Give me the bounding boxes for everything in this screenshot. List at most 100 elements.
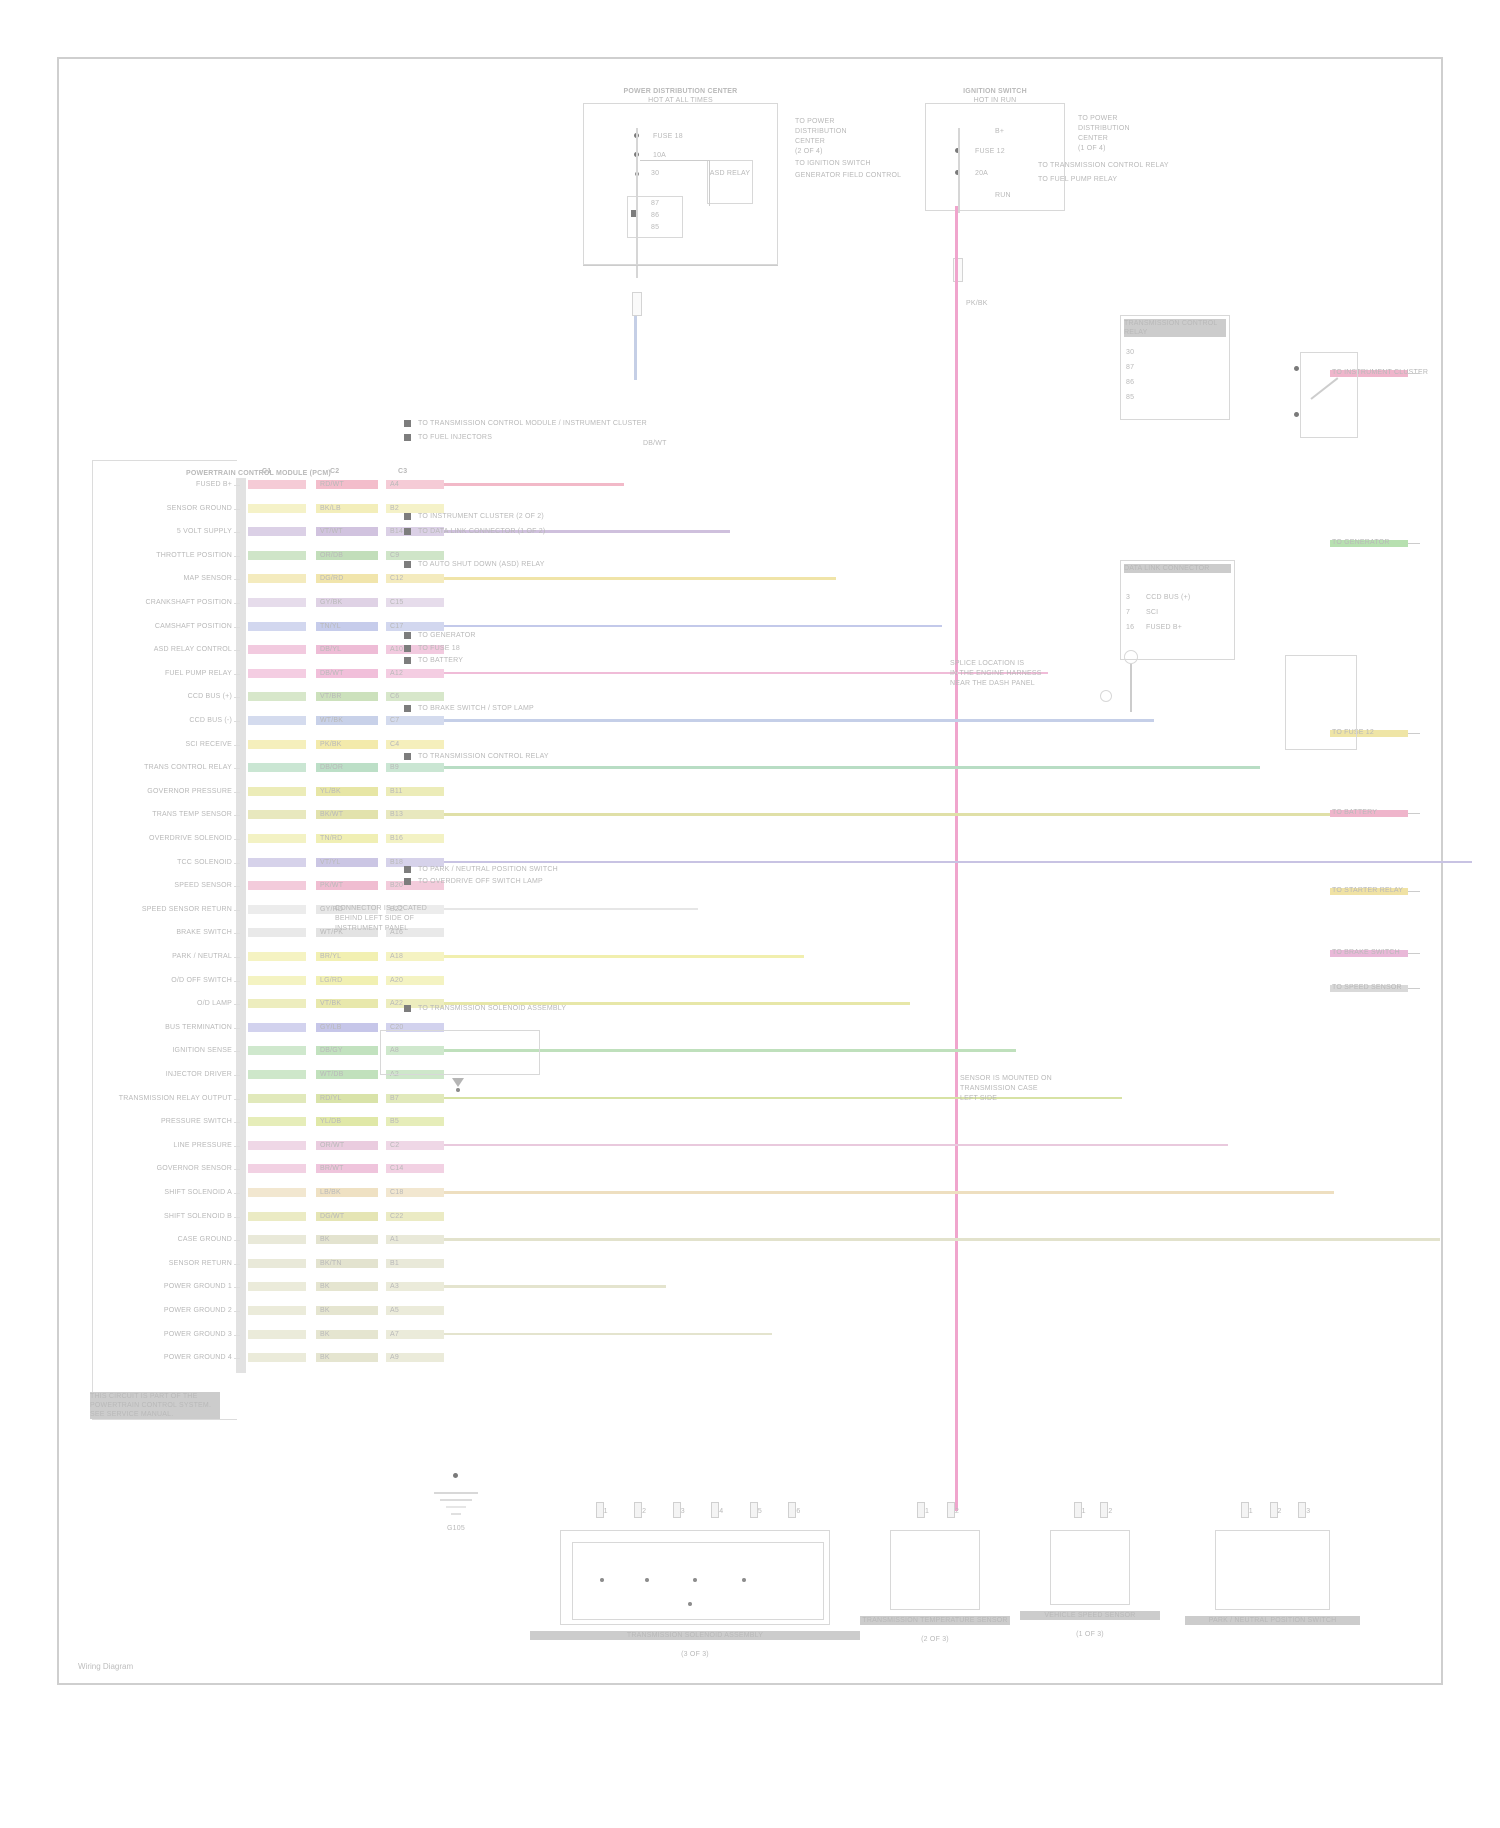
transmission-solenoid-assembly-terminal <box>634 1502 643 1518</box>
note-line: SENSOR IS MOUNTED ON <box>960 1075 1052 1082</box>
pcm-wire-swatch <box>248 763 306 773</box>
pcm-pin-leader <box>234 579 240 581</box>
solenoid-node-4 <box>742 1578 746 1582</box>
pcm-wire-swatch <box>386 692 444 702</box>
pcm-pin-number: A1 <box>390 1236 399 1244</box>
pcm-pin-label: BRAKE SWITCH <box>176 929 232 937</box>
branch-terminal-icon <box>404 632 411 639</box>
pcm-wire-code: GY/LB <box>320 1023 342 1031</box>
pcm-wire-swatch <box>316 574 378 584</box>
pcm-pin-leader <box>234 1216 240 1218</box>
transmission-solenoid-assembly-terminal <box>595 1502 604 1518</box>
pcm-wire-swatch <box>316 1022 378 1032</box>
pcm-wire-run <box>444 719 1154 722</box>
pcm-wire-swatch <box>386 1258 444 1268</box>
pdc-out-wire-label: DB/WT <box>643 440 667 447</box>
pcm-wire-swatch <box>316 881 378 891</box>
pcm-pin-leader <box>234 532 240 534</box>
transmission-temperature-sensor-terminal <box>947 1502 955 1518</box>
transmission-solenoid-assembly-subtitle: (3 OF 3) <box>681 1651 709 1658</box>
vehicle-speed-sensor-pin-number: 2 <box>1108 1508 1113 1515</box>
pcm-wire-swatch <box>316 598 378 607</box>
pcm-wire-code: YL/DB <box>320 1118 342 1126</box>
pcm-pin-leader <box>234 1193 240 1194</box>
transmission-temperature-sensor-box <box>890 1530 980 1610</box>
pcm-wire-swatch <box>316 952 378 961</box>
tcr-box <box>1300 352 1358 438</box>
pcm-wire-swatch <box>248 598 306 607</box>
pcm-wire-swatch <box>386 1022 444 1032</box>
pcm-wire-swatch <box>316 692 378 702</box>
pcm-wire-run <box>444 1332 772 1336</box>
branch-terminal-icon <box>404 705 411 712</box>
pdc-pin-87: 87 <box>651 200 660 207</box>
pcm-pin-number: A5 <box>390 1307 399 1314</box>
pcm-pin-label: 5 VOLT SUPPLY <box>176 528 232 536</box>
pcm-pin-label: OVERDRIVE SOLENOID <box>149 835 232 842</box>
branch-note-label: TO AUTO SHUT DOWN (ASD) RELAY <box>418 561 545 568</box>
branch-terminal-icon <box>404 528 411 535</box>
pcm-pin-label: THROTTLE POSITION <box>156 551 232 559</box>
pcm-wire-code: VT/BR <box>320 693 342 701</box>
pcm-wire-code: DB/WT <box>320 669 344 677</box>
pcm-wire-swatch <box>248 1306 306 1315</box>
pcm-connector-header-c1: C1 <box>262 468 272 475</box>
pcm-wire-swatch <box>248 1164 306 1174</box>
splice-symbol-1 <box>1124 650 1138 664</box>
pcm-outline <box>92 460 237 1420</box>
pcm-pin-number: B2 <box>390 504 399 512</box>
pcm-wire-swatch <box>316 1140 378 1150</box>
pcm-wire-swatch <box>316 621 378 631</box>
pcm-wire-swatch <box>386 716 444 725</box>
ign-node-1 <box>955 148 960 153</box>
ign-note-3: (1 OF 4) <box>1078 145 1106 152</box>
pcm-pin-leader <box>234 1311 240 1312</box>
vehicle-speed-sensor-pin-number: 1 <box>1081 1508 1086 1515</box>
right-stub-wire <box>1330 540 1408 547</box>
pcm-pin-leader <box>234 650 240 652</box>
pcm-wire-code: BK <box>320 1283 330 1291</box>
pcm-wire-swatch <box>316 857 378 867</box>
pcm-wire-swatch <box>386 810 444 820</box>
pcm-pin-label: SPEED SENSOR <box>174 882 232 890</box>
pcm-pin-leader <box>234 721 240 722</box>
right-stub-label: TO BATTERY <box>1332 809 1378 816</box>
pcm-pin-number: B9 <box>390 764 399 772</box>
pcm-wire-swatch <box>248 645 306 655</box>
pcm-wire-code: BK/TN <box>320 1259 342 1267</box>
data-link-connector-pin-label: SCI <box>1146 609 1159 616</box>
branch-note-label: TO GENERATOR <box>418 632 476 639</box>
pcm-pin-number: C17 <box>390 622 404 630</box>
pcm-pin-number: A16 <box>390 929 404 937</box>
pcm-wire-swatch <box>248 480 306 489</box>
pcm-wire-swatch <box>248 716 306 725</box>
pcm-pin-number: C4 <box>390 740 400 748</box>
dlc-box <box>1285 655 1357 750</box>
transmission-solenoid-assembly-terminal <box>711 1502 720 1518</box>
splice-symbol-2 <box>1100 690 1112 702</box>
data-link-connector-pin: 3 <box>1126 594 1131 601</box>
pcm-pin-number: A12 <box>390 669 404 677</box>
pcm-pin-label: FUSED B+ <box>195 481 232 488</box>
pcm-wire-swatch <box>316 1282 378 1292</box>
pcm-wire-swatch <box>248 1211 306 1221</box>
pcm-wire-swatch <box>248 881 306 891</box>
pcm-pin-number: C6 <box>390 693 400 701</box>
pcm-pin-label: FUEL PUMP RELAY <box>164 669 232 677</box>
pcm-pin-label: SPEED SENSOR RETURN <box>141 905 232 913</box>
branch-note-label: TO TRANSMISSION SOLENOID ASSEMBLY <box>418 1005 567 1012</box>
pcm-wire-code: OR/WT <box>320 1141 345 1149</box>
pcm-pin-leader <box>234 1240 240 1242</box>
pcm-pin-label: IGNITION SENSE <box>172 1047 232 1055</box>
pcm-wire-run <box>444 483 624 486</box>
pcm-pin-label: POWER GROUND 3 <box>163 1330 232 1338</box>
pcm-pin-label: CCD BUS (+) <box>187 693 232 701</box>
pcm-pin-label: SENSOR RETURN <box>168 1259 232 1267</box>
pcm-pin-number: A9 <box>390 1354 399 1362</box>
pcm-wire-code: YL/BK <box>320 787 341 795</box>
pcm-wire-code: GY/RD <box>320 905 344 913</box>
branch-note-label: TO FUEL INJECTORS <box>418 434 493 441</box>
note-line: BEHIND LEFT SIDE OF <box>335 915 415 922</box>
pcm-wire-code: OR/DB <box>320 551 344 559</box>
